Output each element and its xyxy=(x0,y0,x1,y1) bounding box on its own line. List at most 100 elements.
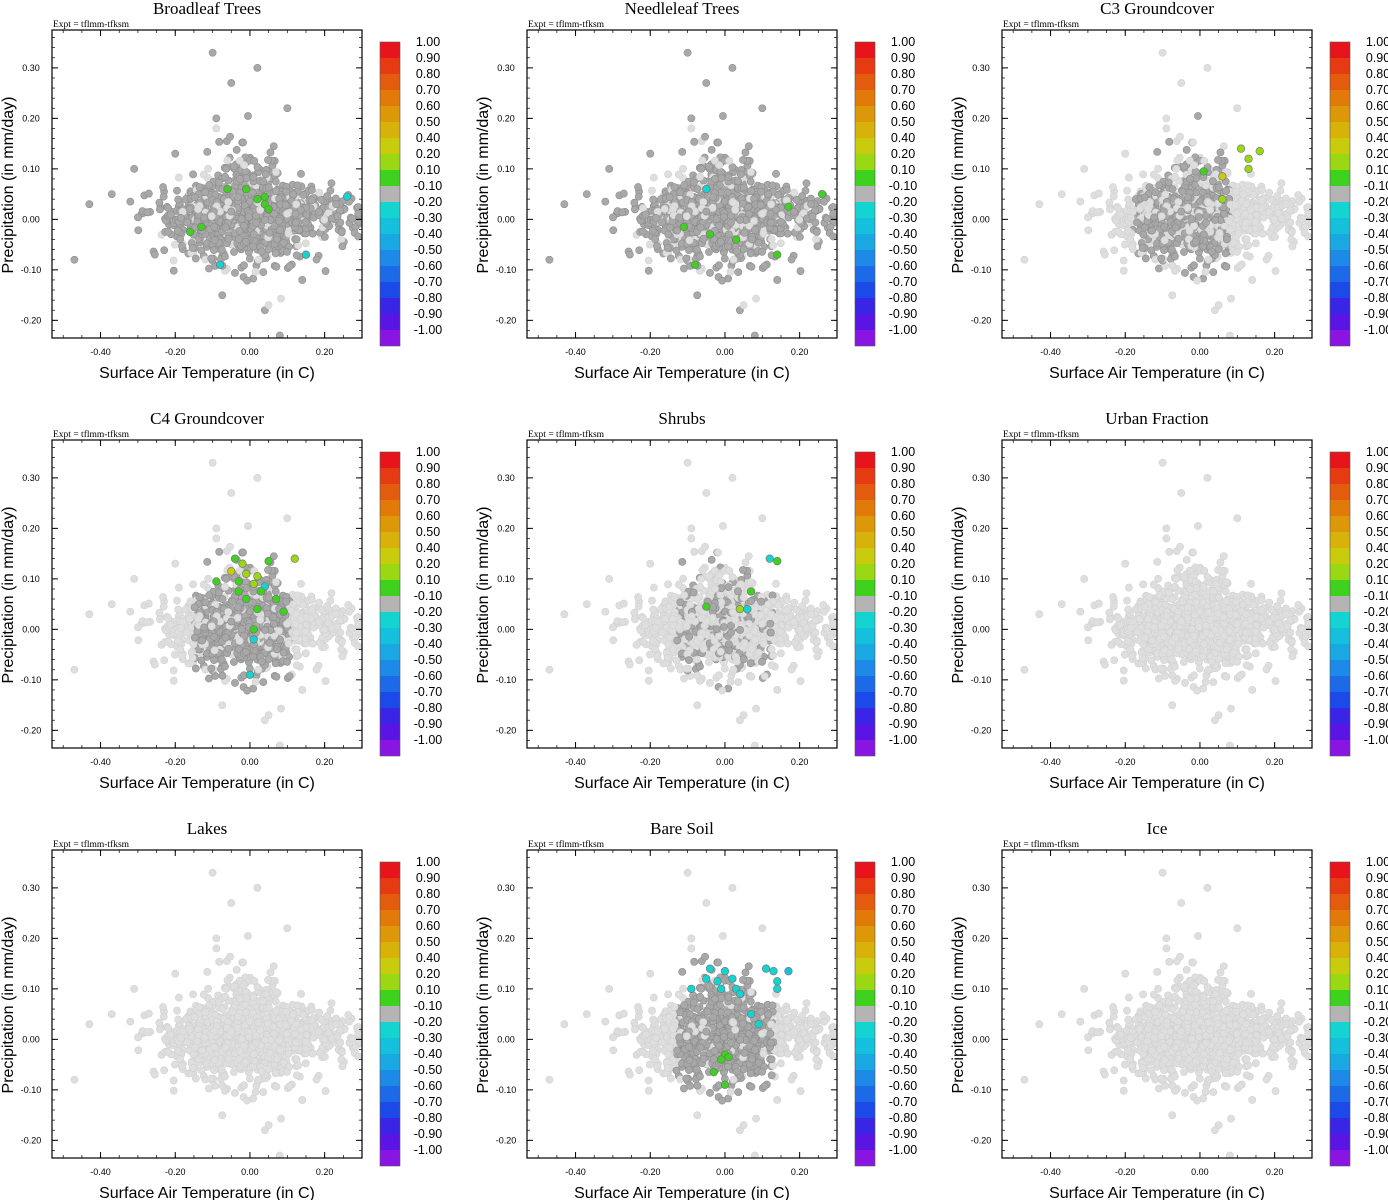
background-point xyxy=(746,177,755,186)
background-point xyxy=(292,251,301,260)
x-tick-label: -0.20 xyxy=(1115,347,1136,357)
background-point xyxy=(159,183,167,191)
background-point xyxy=(1140,193,1149,202)
background-point xyxy=(269,142,278,151)
background-point xyxy=(757,187,766,196)
background-point xyxy=(1222,235,1231,244)
background-point xyxy=(234,193,242,202)
colorbar-segment xyxy=(1330,234,1350,250)
x-tick-label: 0.20 xyxy=(316,347,334,357)
background-point xyxy=(1257,196,1266,205)
x-tick-label: -0.20 xyxy=(640,347,661,357)
colorbar-label: 0.60 xyxy=(1366,99,1388,113)
colorbar-segment xyxy=(855,138,875,154)
colorbar-label: 0.40 xyxy=(891,131,915,145)
background-point xyxy=(1226,225,1234,234)
background-point xyxy=(296,205,305,214)
colorbar-segment xyxy=(855,298,875,314)
background-point xyxy=(1304,209,1312,218)
background-point xyxy=(1257,186,1266,194)
background-point xyxy=(673,226,682,235)
data-point xyxy=(1236,144,1246,153)
colorbar-segment xyxy=(380,250,400,266)
background-point xyxy=(1110,246,1119,255)
background-point xyxy=(609,213,617,222)
background-point xyxy=(693,245,701,254)
data-point xyxy=(1255,147,1264,156)
background-point xyxy=(812,235,821,244)
background-point xyxy=(796,267,805,275)
background-point xyxy=(1181,269,1189,277)
background-point xyxy=(1200,157,1209,165)
background-point xyxy=(284,229,293,238)
background-point xyxy=(159,192,168,201)
background-point xyxy=(1242,251,1251,260)
colorbar-label: -0.60 xyxy=(1364,259,1388,273)
colorbar-label: -0.80 xyxy=(414,291,443,305)
background-point xyxy=(736,170,745,179)
colorbar-label: -0.20 xyxy=(1364,195,1388,209)
background-point xyxy=(144,189,153,198)
background-point xyxy=(651,213,660,222)
background-point xyxy=(1271,267,1280,275)
data-point xyxy=(732,235,741,244)
colorbar-label: 0.90 xyxy=(891,51,915,65)
colorbar-segment xyxy=(1330,90,1350,106)
colorbar-segment xyxy=(380,330,400,346)
background-point xyxy=(171,149,180,158)
colorbar-label: 0.40 xyxy=(416,131,440,145)
background-point xyxy=(222,165,231,173)
background-point xyxy=(734,268,743,277)
background-point xyxy=(682,212,691,221)
experiment-label: Expt = tflmm-tfksm xyxy=(53,19,130,30)
background-point xyxy=(208,48,217,57)
data-point xyxy=(223,184,232,194)
background-point xyxy=(720,254,729,263)
x-tick-label: 0.00 xyxy=(1191,347,1209,357)
background-point xyxy=(766,209,775,218)
background-point xyxy=(754,238,763,247)
background-point xyxy=(210,246,218,255)
background-point xyxy=(272,262,281,271)
background-point xyxy=(760,262,769,271)
colorbar-segment xyxy=(380,154,400,170)
background-point xyxy=(1295,197,1303,206)
background-point xyxy=(1204,198,1213,207)
y-tick-label: 0.30 xyxy=(972,63,990,73)
background-point xyxy=(252,211,260,220)
colorbar-segment xyxy=(1330,314,1350,330)
background-point xyxy=(739,301,748,310)
background-point xyxy=(682,254,691,263)
colorbar-segment xyxy=(380,122,400,138)
colorbar-segment xyxy=(380,42,400,58)
x-axis-label: Surface Air Temperature (in C) xyxy=(1049,365,1265,382)
colorbar-frame xyxy=(379,41,401,347)
experiment-label: Expt = tflmm-tfksm xyxy=(1003,19,1080,30)
colorbar-segment xyxy=(380,90,400,106)
background-point xyxy=(1160,236,1169,245)
colorbar-label: 0.10 xyxy=(891,163,915,177)
background-point xyxy=(321,267,330,275)
panel-title: C4 Groundcover xyxy=(150,409,264,428)
background-point xyxy=(690,137,699,146)
colorbar-segment xyxy=(1330,266,1350,282)
background-point xyxy=(252,218,260,227)
background-point xyxy=(285,262,294,271)
data-point xyxy=(1218,194,1227,204)
background-point xyxy=(1121,149,1130,158)
colorbar-segment xyxy=(855,106,875,122)
background-point xyxy=(1139,170,1147,179)
colorbar-label: -0.50 xyxy=(414,243,443,257)
background-point xyxy=(634,183,642,191)
background-point xyxy=(663,243,672,252)
background-point xyxy=(203,147,212,156)
background-point xyxy=(354,232,362,241)
background-point xyxy=(798,192,806,201)
data-point xyxy=(773,250,782,259)
colorbar-label: 0.90 xyxy=(416,51,440,65)
x-tick-label: 0.20 xyxy=(1266,347,1284,357)
background-point xyxy=(644,256,653,265)
colorbar-label: -0.10 xyxy=(1364,179,1388,193)
background-point xyxy=(200,213,209,222)
